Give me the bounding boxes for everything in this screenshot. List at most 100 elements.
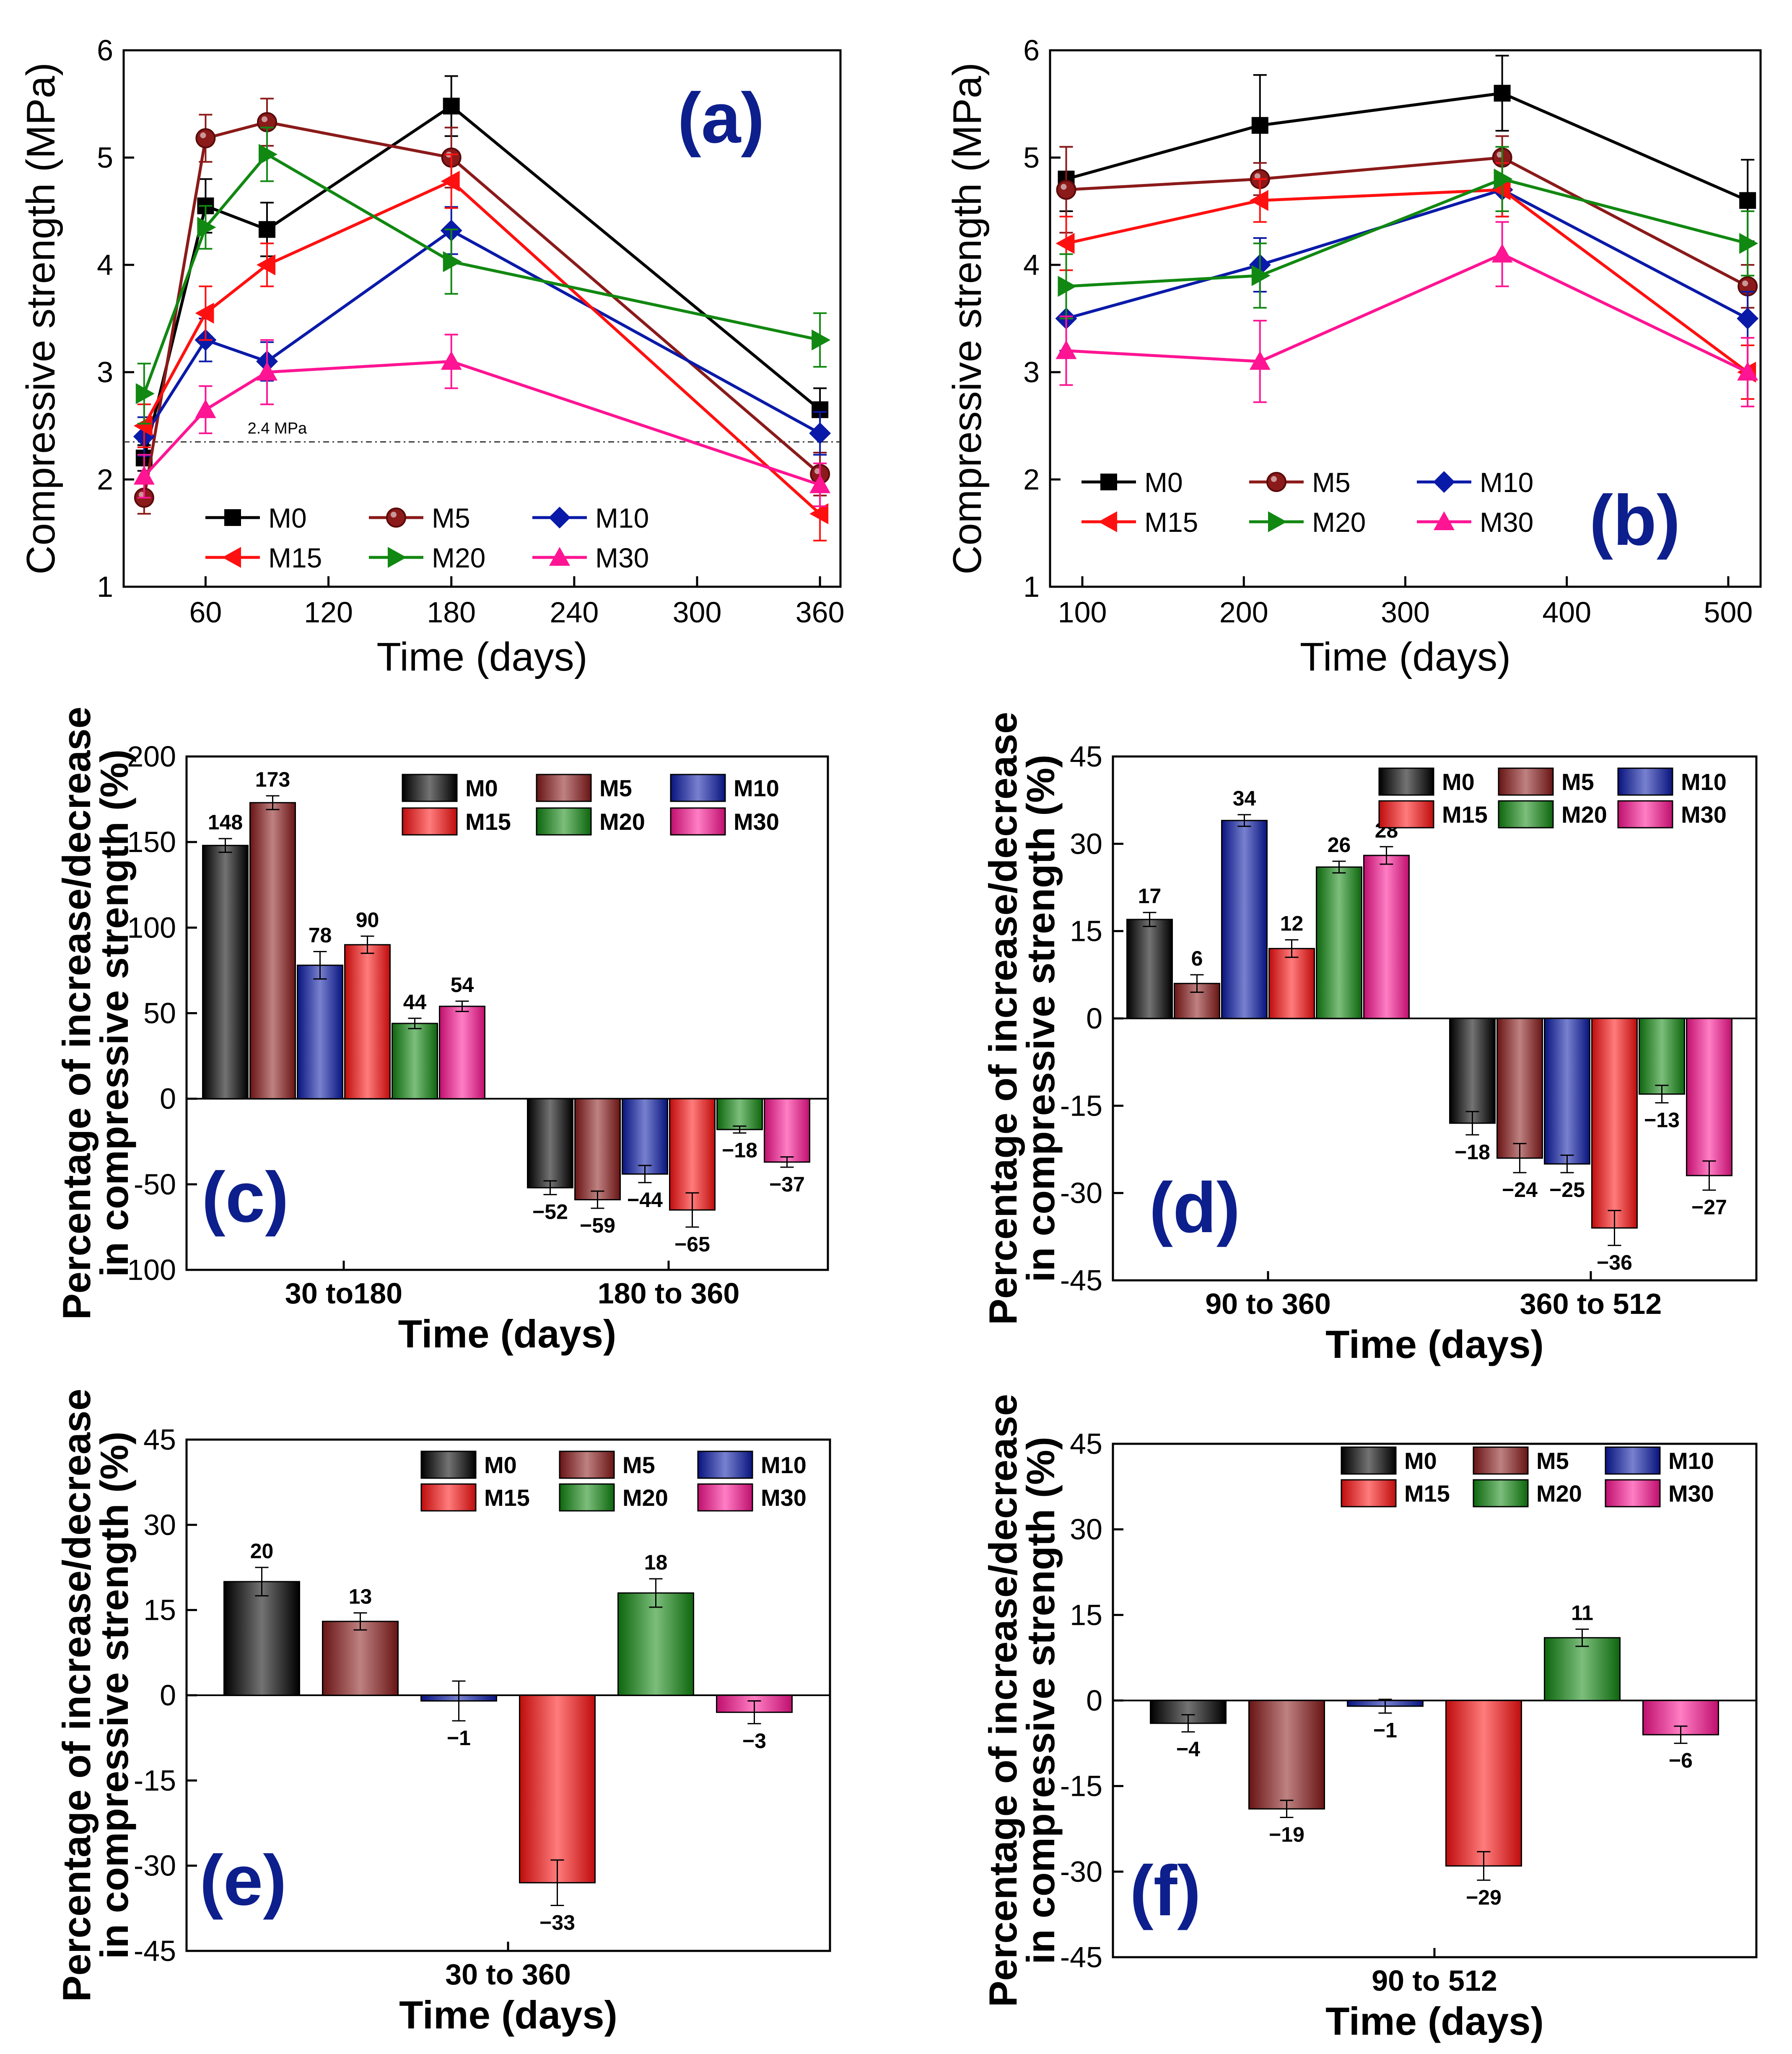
data-label: −36 [1597, 1251, 1632, 1274]
series-m20 [1058, 146, 1758, 319]
legend-swatch [670, 774, 726, 802]
series-m10 [1055, 162, 1759, 352]
y-tick-label: -45 [1060, 1941, 1102, 1974]
legend: M0 M5 M10 M15 M20 M30 [402, 774, 779, 836]
data-label: −59 [580, 1214, 615, 1237]
data-point [1055, 340, 1077, 359]
data-point [812, 329, 831, 351]
series-line [143, 152, 820, 394]
y-tick-label: 45 [1070, 740, 1102, 773]
legend-label: M15 [268, 542, 322, 573]
y-tick-label: 0 [160, 1083, 176, 1115]
legend-label: M0 [268, 502, 307, 534]
data-label: −37 [769, 1173, 805, 1196]
data-label: −33 [539, 1911, 575, 1935]
data-point [195, 303, 214, 324]
legend-label: M15 [465, 808, 511, 835]
bar-m20 [617, 1592, 694, 1696]
data-point [195, 128, 216, 148]
y-tick-label: -15 [134, 1764, 176, 1797]
legend-label: M0 [1442, 769, 1475, 795]
panel-label: (f) [1130, 1851, 1201, 1931]
series-line [1066, 177, 1748, 288]
legend-label: M30 [1668, 1480, 1714, 1507]
legend-marker [222, 547, 241, 568]
y-tick-label: 30 [1070, 827, 1102, 860]
data-point-shine [138, 492, 145, 498]
data-point [135, 383, 155, 404]
series-line [1066, 91, 1748, 202]
legend-label: M20 [432, 542, 485, 573]
legend: M0 M5 M10 M15 M20 M30 [1341, 1446, 1714, 1507]
bar-m20 [1639, 1018, 1685, 1095]
legend-label: M30 [595, 542, 649, 573]
legend-label: M10 [595, 502, 649, 534]
panel-b: 1 2 3 4 5 6 100 200 300 400 500 Time (days) Compress… [945, 34, 1762, 679]
data-point [441, 171, 460, 192]
y-axis-label-line2: in compressive strength (%) [92, 749, 136, 1277]
data-point [1249, 190, 1268, 211]
data-label: −25 [1549, 1178, 1585, 1202]
y-tick-label: 0 [160, 1679, 176, 1712]
series-line [1066, 252, 1748, 374]
legend-label: M5 [1561, 769, 1594, 795]
legend-label: M10 [761, 1452, 807, 1478]
x-axis-label: Time (days) [1325, 1999, 1544, 2043]
y-tick-label: -30 [134, 1849, 176, 1882]
data-label: −13 [1644, 1108, 1680, 1132]
panel-e: -45 -30 -15 0 15 30 45 30 to 360 20 13 −1 −33 18 −3 Ti… [54, 1388, 831, 2037]
y-axis-label-line2: in compressive strength (%) [1019, 1437, 1063, 1964]
y-tick-label: 30 [1070, 1513, 1102, 1546]
data-point [133, 466, 155, 485]
y-tick-label: -45 [134, 1935, 176, 1967]
y-tick-label: -15 [1060, 1089, 1102, 1122]
series-line [1066, 188, 1749, 373]
y-axis-label-line1: Percentage of increase/decrease [981, 1394, 1025, 2007]
y-tick-label: 30 [143, 1508, 176, 1541]
series-m20 [135, 127, 831, 425]
legend-swatch [536, 774, 592, 802]
series-line [1066, 156, 1748, 288]
x-tick-label: 180 [427, 596, 476, 629]
legend-marker [1266, 472, 1286, 492]
x-axis-label: Time (days) [376, 635, 587, 679]
y-axis-label-line2: in compressive strength (%) [92, 1432, 136, 1959]
y-tick-label: 4 [1023, 249, 1040, 281]
legend-swatch [402, 807, 458, 836]
y-tick-label: 45 [143, 1423, 176, 1456]
x-tick-label: 360 [796, 596, 845, 629]
legend-swatch [1473, 1479, 1529, 1507]
y-tick-label: 100 [127, 911, 176, 944]
legend: M0 M5 M10 M15 M20 M30 [1081, 467, 1533, 538]
y-axis-label: Compressive strength (MPa) [18, 62, 63, 575]
legend-label: M5 [1312, 467, 1351, 498]
legend-swatch [420, 1483, 477, 1512]
y-tick-label: -50 [134, 1168, 176, 1201]
x-axis-label: Time (days) [398, 1312, 617, 1356]
legend-label: M5 [1536, 1448, 1569, 1474]
panel-label: (d) [1149, 1168, 1240, 1248]
data-point [1491, 179, 1511, 200]
series-m30 [133, 334, 831, 507]
legend-swatch [670, 807, 726, 836]
data-point-shine [262, 116, 267, 122]
y-tick-label: -30 [1060, 1855, 1102, 1888]
panel-label: (e) [200, 1841, 287, 1920]
legend-label: M15 [1442, 801, 1488, 828]
legend-label: M0 [1144, 467, 1183, 498]
data-label: 34 [1233, 787, 1256, 810]
series-line [143, 228, 821, 438]
data-point [1056, 179, 1076, 200]
series-line [143, 179, 821, 515]
series-m0 [135, 75, 829, 472]
x-tick-label: 500 [1704, 596, 1753, 629]
data-label: −24 [1502, 1178, 1538, 1202]
bar-m20 [716, 1098, 763, 1130]
legend-swatch [1341, 1479, 1397, 1507]
data-point [1251, 265, 1271, 286]
data-point [1737, 362, 1758, 381]
data-point-shine [200, 132, 206, 138]
data-label: 78 [309, 924, 332, 947]
legend-swatch [697, 1483, 753, 1512]
y-tick-label: 6 [1023, 34, 1040, 67]
